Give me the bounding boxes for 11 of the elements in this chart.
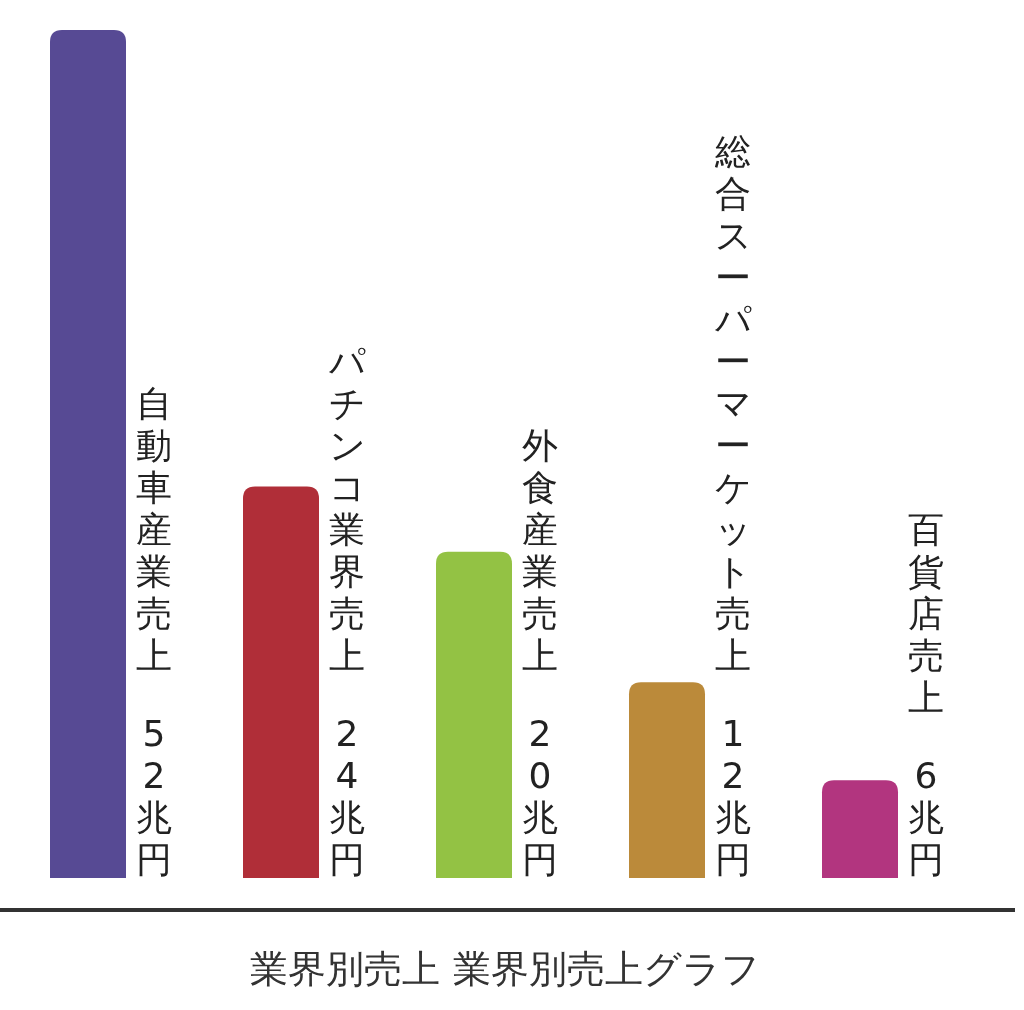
data-label: 20兆円 [522,713,558,880]
x-tick-label: 総合スーパーマーケット売上 [714,131,752,676]
data-label: 52兆円 [136,713,172,880]
x-tick-label: 自動車産業売上 [136,383,172,676]
x-tick-label: パチンコ業界売上 [328,341,366,676]
data-label: 24兆円 [329,713,365,880]
data-label: 12兆円 [715,713,751,880]
text: 業界別売上 業界別売上グラフ [250,947,760,991]
x-tick-label: 外食産業売上 [522,425,558,676]
x-tick-label: 百貨店売上 [908,509,944,718]
data-label: 6兆円 [908,755,944,880]
